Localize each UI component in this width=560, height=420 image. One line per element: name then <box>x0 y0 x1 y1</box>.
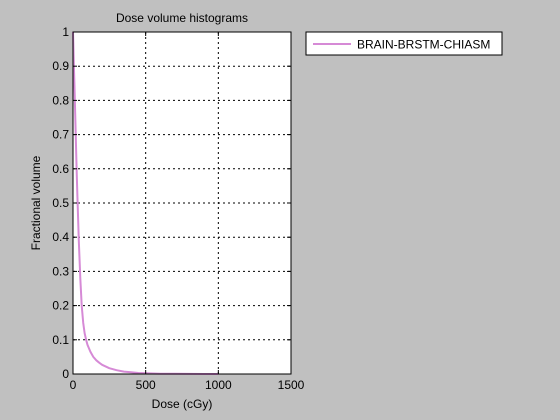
plot-axes: 0 500 1000 1500 0 0.1 0.2 0.3 0.4 0.5 0.6 0.7 0.8 0.9… <box>52 25 304 392</box>
y-tick-label: 0.4 <box>52 230 69 244</box>
legend-label: BRAIN-BRSTM-CHIASM <box>357 38 490 52</box>
y-tick-label: 0.8 <box>52 93 69 107</box>
y-tick-label: 0.2 <box>52 299 69 313</box>
legend[interactable]: BRAIN-BRSTM-CHIASM <box>305 31 503 56</box>
y-tick-label: 0.6 <box>52 162 69 176</box>
chart-title: Dose volume histograms <box>116 11 248 25</box>
x-tick-label: 1500 <box>278 378 305 392</box>
x-tick-label: 1000 <box>205 378 232 392</box>
grid-lines <box>73 32 291 374</box>
y-tick-label: 1 <box>62 25 69 39</box>
y-axis-label: Fractional volume <box>29 155 43 250</box>
y-tick-label: 0.7 <box>52 128 69 142</box>
tick-marks <box>72 31 292 375</box>
x-tick-label: 0 <box>70 378 77 392</box>
y-tick-label: 0.9 <box>52 59 69 73</box>
x-tick-label: 500 <box>136 378 156 392</box>
y-tick-label: 0.1 <box>52 333 69 347</box>
y-tick-label: 0.5 <box>52 196 69 210</box>
y-tick-label: 0 <box>62 367 69 381</box>
legend-box <box>305 31 503 56</box>
y-tick-label: 0.3 <box>52 264 69 278</box>
x-axis-label: Dose (cGy) <box>152 397 213 411</box>
